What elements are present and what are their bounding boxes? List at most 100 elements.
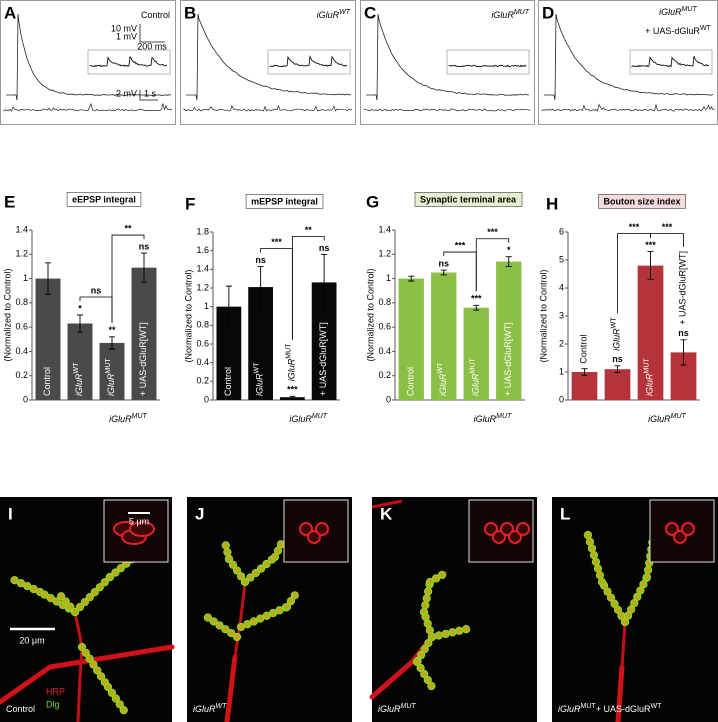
spontaneous-trace [363,108,531,112]
bouton [262,559,271,569]
chart-title: eEPSP integral [72,194,136,204]
bouton [105,572,115,582]
inset-bouton [516,522,530,536]
chart-title: Bouton size index [603,196,680,206]
bouton [421,600,430,610]
y-tick-label: 1.2 [196,282,209,292]
trace-inset [629,49,713,75]
category-main: Control [579,335,589,364]
title-box [598,194,686,209]
bouton [642,572,652,582]
category-label: + UAS-dGluR[WT] [138,322,148,396]
y-tick-label: 3 [559,310,564,320]
panel-label-main: iGluR [491,10,514,20]
category-label: Control [42,367,52,396]
bracket [79,296,113,323]
image-label-main: Control [6,704,35,714]
bouton [209,617,218,626]
panel-letter: I [8,504,13,523]
category-label: + UAS-dGluR[WT] [503,322,513,396]
y-tick-label: 0 [386,394,391,404]
group-label-main: iGluR [648,414,671,424]
bouton [223,548,232,557]
bracket [650,233,684,248]
inset-bouton [492,530,506,544]
bouton [240,577,250,587]
category-main: + UAS-dGluR[WT] [319,322,329,396]
category-label: iGluRMUT [470,358,481,396]
bouton [100,578,109,587]
y-tick-label: 0.2 [196,376,209,386]
error-bar [440,269,447,276]
nerve [224,654,238,722]
bouton [290,591,299,600]
chart-title: mEPSP integral [251,196,318,206]
panel-label-sup: MUT [682,6,698,13]
group-label: iGluRMUT [109,413,147,424]
group-label-sup: MUT [132,413,148,420]
category-sup: MUT [286,343,293,359]
error-bar [680,339,687,366]
category-main: iGluR [255,373,265,396]
bracket [475,238,510,292]
bouton [423,587,433,596]
bracket-label: ** [305,225,313,235]
bouton [227,628,236,638]
category-main: Control [42,367,52,396]
image-label-main: iGluR [378,704,401,714]
bouton [441,629,450,639]
category-label: Control [406,367,416,396]
axon [73,611,84,722]
category-sup: MUT [105,358,112,374]
panel-label-main: iGluR [659,7,682,17]
bouton [228,560,238,569]
bouton [77,642,87,652]
y-tick-label: 0.2 [15,370,28,380]
bouton [119,706,128,715]
bouton [427,632,437,642]
y-axis-label: (Normalized to Control) [365,268,375,361]
bouton [423,619,432,628]
panel-letter: C [364,3,376,22]
category-label: + UAS-dGluR[WT] [678,251,688,325]
bar [99,342,125,400]
category-main: iGluR [438,373,448,396]
bouton [606,593,616,602]
bouton [221,541,230,550]
chart-title: Synaptic terminal area [420,194,517,204]
bar [463,307,489,400]
category-label: iGluRMUT [105,358,116,396]
panel-label: + UAS-dGluRWT [645,25,711,36]
group-label-main: iGluR [474,414,497,424]
bar [67,323,93,400]
bouton [46,593,55,603]
bracket [111,234,145,323]
panel-letter: L [560,504,570,523]
inset-bouton [299,522,313,536]
category-sup: WT [73,362,80,374]
bouton [420,669,429,679]
bouton [66,602,75,611]
bouton [96,672,106,681]
inset-bouton [129,521,155,537]
panel-letter: F [185,194,195,213]
error-bar [257,266,264,309]
category-main: iGluR [287,358,297,381]
bouton [215,621,224,630]
inset-bouton [500,522,514,536]
y-tick-label: 0.4 [15,346,28,356]
group-label-sup: MUT [312,413,328,420]
evoked-trace [544,13,714,101]
error-bar [473,304,480,311]
stain-label: Dlg [46,699,60,709]
bouton [613,605,623,615]
y-tick-label: 1.2 [378,249,391,259]
panel-letter: H [546,194,558,213]
panel-label-main: + UAS-dGluR [645,26,700,36]
mini-trace [631,55,710,68]
category-main: iGluR [645,373,655,396]
panel-letter: B [184,3,196,22]
error-bar [647,251,654,281]
significance: ** [108,325,116,335]
category-label: iGluRWT [611,317,622,351]
